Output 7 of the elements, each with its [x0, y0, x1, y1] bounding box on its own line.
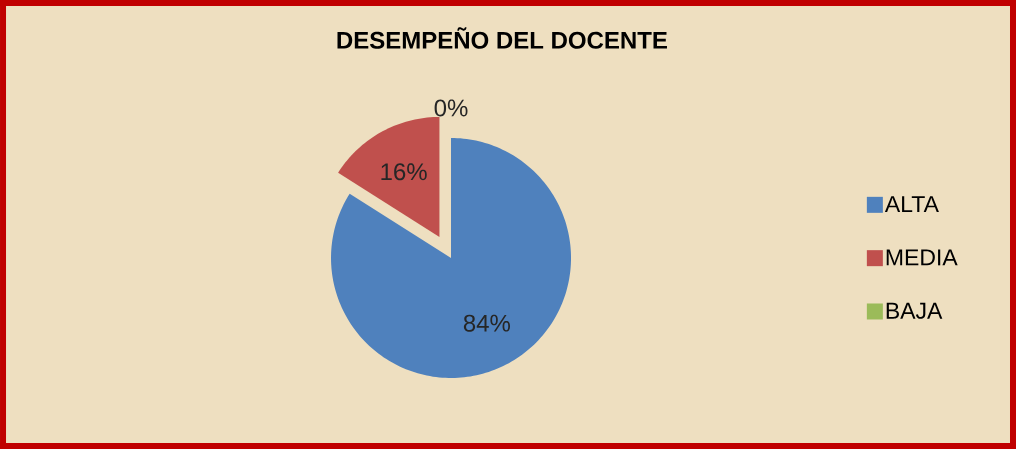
data-label: 84% [463, 314, 511, 332]
legend-label: BAJA [886, 302, 943, 319]
legend-label: ALTA [884, 196, 939, 212]
chart-title: DESEMPEÑO DEL DOCENTE [337, 27, 667, 49]
data-label: 16% [381, 163, 427, 181]
text: 0% [434, 99, 468, 117]
legend-label: MEDIA [886, 249, 958, 266]
